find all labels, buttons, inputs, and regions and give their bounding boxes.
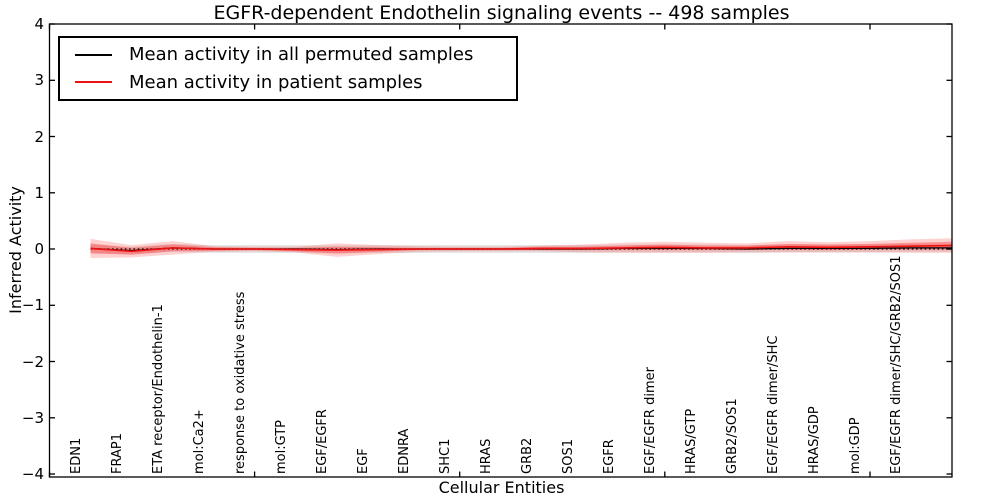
- legend-item-patient: Mean activity in patient samples: [60, 69, 516, 95]
- y-tick-label: −2: [21, 352, 44, 371]
- y-tick-label: 1: [34, 183, 44, 202]
- y-tick-label: 0: [34, 240, 44, 258]
- axes-frame: [48, 23, 953, 478]
- y-tick-label: −3: [21, 408, 44, 427]
- x-category-label: ETA receptor/Endothelin-1: [151, 304, 167, 474]
- x-category-label: EGFR: [602, 439, 618, 474]
- x-category-label: EGF/EGFR dimer: [643, 367, 659, 474]
- legend-line-patient-icon: [75, 81, 112, 84]
- y-tick-labels: 4 3 2 1 0 −1 −2 −3 −4: [0, 0, 44, 500]
- x-category-label: mol:GDP: [848, 417, 864, 474]
- x-category-label: mol:Ca2+: [192, 409, 208, 474]
- legend-label-permuted: Mean activity in all permuted samples: [129, 44, 474, 66]
- x-category-label: mol:GTP: [274, 420, 290, 474]
- y-tick-label: 2: [34, 127, 44, 146]
- x-category-label: GRB2/SOS1: [725, 398, 741, 474]
- x-axis-label: Cellular Entities: [438, 478, 565, 497]
- y-tick-label: 4: [34, 15, 44, 33]
- legend-line-permuted-icon: [75, 53, 112, 56]
- x-category-label: SHC1: [438, 438, 454, 474]
- legend: Mean activity in all permuted samples Me…: [58, 36, 518, 101]
- legend-label-patient: Mean activity in patient samples: [129, 71, 423, 93]
- x-category-label: FRAP1: [110, 433, 126, 474]
- y-tick-label: −4: [21, 465, 44, 483]
- x-category-label: EDNRA: [397, 428, 413, 474]
- x-category-label: HRAS/GTP: [684, 408, 700, 474]
- x-category-label: GRB2: [520, 437, 536, 474]
- x-category-label: response to oxidative stress: [233, 291, 249, 474]
- x-category-label: HRAS/GDP: [807, 406, 823, 474]
- x-category-label: HRAS: [479, 438, 495, 474]
- x-category-label: EGF/EGFR: [315, 409, 331, 474]
- y-tick-label: −1: [21, 296, 44, 315]
- x-category-label: EGF/EGFR dimer/SHC: [766, 335, 782, 474]
- x-category-label: EGF/EGFR dimer/SHC/GRB2/SOS1: [889, 255, 905, 475]
- series-line-patient: [90, 244, 953, 253]
- x-category-label: EDN1: [69, 437, 85, 474]
- y-tick-label: 3: [34, 71, 44, 90]
- x-category-label: SOS1: [561, 438, 577, 474]
- chart-title: EGFR-dependent Endothelin signaling even…: [213, 2, 790, 24]
- legend-item-permuted: Mean activity in all permuted samples: [60, 42, 516, 68]
- x-category-label: EGF: [356, 448, 372, 474]
